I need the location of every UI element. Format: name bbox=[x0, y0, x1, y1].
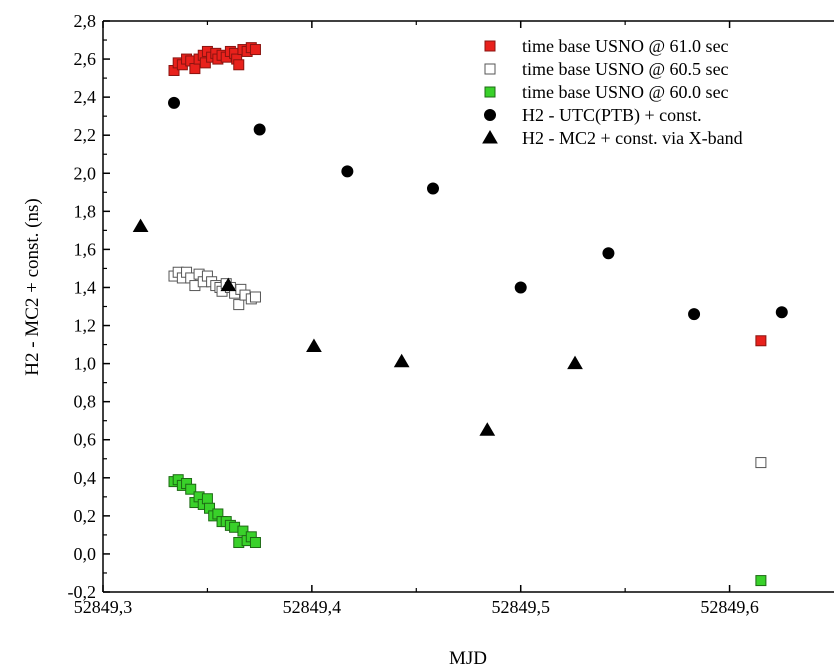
data-point bbox=[199, 57, 211, 69]
x-tick-label: 52849,6 bbox=[700, 597, 759, 617]
data-point bbox=[132, 218, 149, 233]
legend-marker bbox=[484, 63, 496, 75]
y-tick-label: 0,4 bbox=[74, 468, 97, 488]
data-point bbox=[249, 537, 261, 549]
x-axis: 52849,3 52849,4 52849,5 52849,6 bbox=[74, 21, 759, 617]
data-point bbox=[306, 338, 322, 352]
y-axis-label: H2 - MC2 + const. (ns) bbox=[22, 198, 43, 376]
data-points bbox=[132, 42, 788, 587]
y-tick-label: 0,0 bbox=[74, 544, 97, 564]
y-tick-label: 0,6 bbox=[74, 430, 97, 450]
data-point bbox=[233, 59, 245, 71]
data-point bbox=[775, 306, 788, 319]
data-point bbox=[185, 483, 197, 495]
legend: time base USNO @ 61.0 sec time base USNO … bbox=[482, 36, 743, 148]
legend-label: H2 - MC2 + const. via X-band bbox=[522, 128, 743, 148]
y-tick-label: -0,2 bbox=[68, 582, 97, 602]
y-tick-label: 1,2 bbox=[74, 316, 97, 336]
data-point bbox=[755, 457, 767, 469]
y-tick-label: 2,4 bbox=[74, 87, 97, 107]
data-point bbox=[233, 299, 245, 311]
legend-label: time base USNO @ 60.0 sec bbox=[522, 82, 729, 102]
y-tick-label: 2,8 bbox=[74, 11, 97, 31]
data-point bbox=[602, 247, 615, 260]
data-point bbox=[249, 291, 261, 303]
x-tick-label: 52849,3 bbox=[74, 597, 133, 617]
data-point bbox=[249, 44, 261, 56]
y-tick-label: 1,8 bbox=[74, 201, 97, 221]
y-tick-label: 1,4 bbox=[74, 277, 97, 297]
y-tick-label: 2,0 bbox=[74, 163, 97, 183]
y-tick-label: 2,2 bbox=[74, 125, 97, 145]
data-point bbox=[168, 96, 181, 109]
data-point bbox=[220, 277, 237, 292]
y-tick-label: 1,6 bbox=[74, 239, 97, 259]
data-point bbox=[189, 63, 201, 75]
x-tick-label: 52849,4 bbox=[283, 597, 342, 617]
legend-label: time base USNO @ 60.5 sec bbox=[522, 59, 729, 79]
data-point bbox=[479, 422, 496, 436]
legend-label: time base USNO @ 61.0 sec bbox=[522, 36, 729, 56]
legend-marker bbox=[482, 130, 498, 144]
data-point bbox=[688, 308, 701, 321]
legend-marker bbox=[484, 86, 496, 98]
data-point bbox=[201, 493, 213, 505]
data-point bbox=[755, 335, 767, 347]
data-point bbox=[253, 123, 266, 136]
y-tick-label: 0,8 bbox=[74, 392, 97, 412]
y-axis: -0,2 0,0 0,2 0,4 0,6 0,8 1,0 1,2 1,4 1,6 1,8 2,0 2,2… bbox=[68, 11, 110, 602]
data-point bbox=[514, 281, 527, 294]
x-tick-label: 52849,5 bbox=[491, 597, 550, 617]
y-tick-label: 0,2 bbox=[74, 506, 97, 526]
data-point bbox=[426, 182, 439, 195]
data-point bbox=[755, 575, 767, 587]
data-point bbox=[393, 353, 410, 368]
legend-label: H2 - UTC(PTB) + const. bbox=[522, 105, 702, 126]
legend-marker bbox=[484, 109, 496, 121]
legend-marker bbox=[484, 40, 496, 52]
data-point bbox=[341, 165, 354, 178]
data-point bbox=[567, 355, 583, 370]
y-tick-label: 2,6 bbox=[74, 49, 97, 69]
y-tick-label: 1,0 bbox=[74, 354, 97, 374]
x-axis-label: MJD bbox=[449, 648, 487, 669]
